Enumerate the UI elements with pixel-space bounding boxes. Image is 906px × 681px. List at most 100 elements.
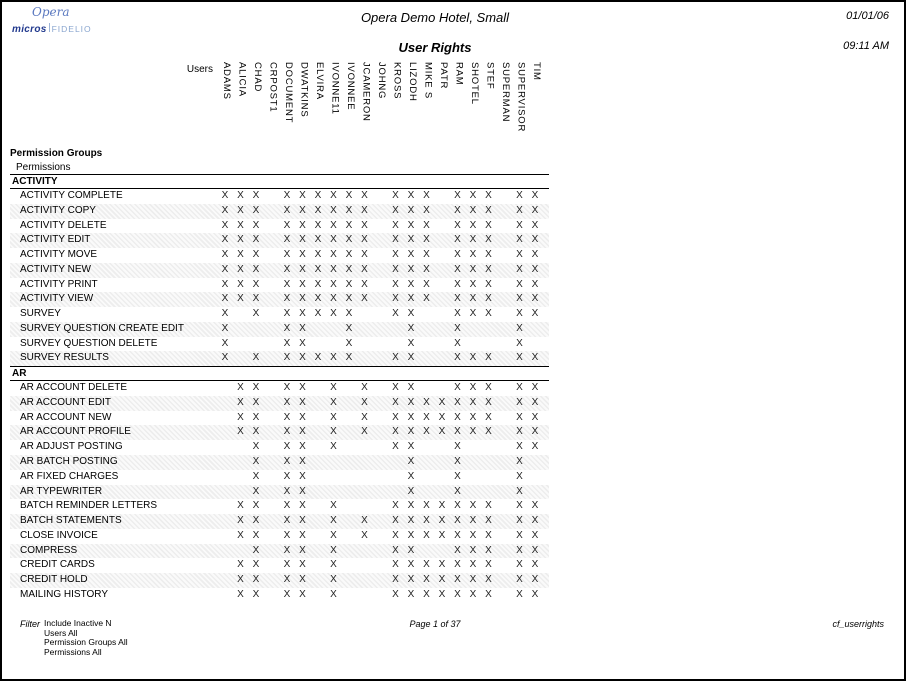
permission-mark-x: X [299,249,306,261]
permission-mark-x: X [531,396,539,408]
permission-mark-x: X [454,396,461,408]
permission-mark-x: X [454,544,461,556]
permission-mark-x: X [299,308,306,320]
permission-mark-x: X [361,190,368,201]
permission-mark-x: X [221,249,229,261]
permission-mark-x: X [516,322,523,334]
permission-mark-x: X [392,588,399,600]
permission-mark-x: X [485,263,492,275]
permission-mark-x: X [252,544,260,556]
permission-mark-x: X [531,574,539,586]
permission-mark-x: X [330,515,337,527]
permission-mark-x: X [252,470,260,482]
permission-label: AR TYPEWRITER [20,485,103,497]
permission-mark-x: X [299,352,306,364]
permission-mark-x: X [531,500,539,512]
permission-mark-x: X [221,234,229,246]
user-column-header: TIM [531,62,542,81]
permission-mark-x: X [485,574,492,586]
permission-mark-x: X [252,574,260,586]
permission-row: COMPRESS X X X X X X X X X X X [10,543,549,559]
permission-mark-x: X [345,352,353,364]
permission-mark-x: X [516,204,523,216]
permission-mark-x: X [252,396,260,408]
permission-mark-x: X [237,263,244,275]
permission-mark-x: X [454,588,461,600]
permission-groups-header: Permission Groups [10,148,103,159]
permission-label: AR ACCOUNT NEW [20,411,112,423]
permission-mark-x: X [392,574,399,586]
permission-mark-x: X [299,529,306,541]
permission-mark-x: X [252,190,260,201]
permission-row: AR FIXED CHARGES X X X X X X [10,470,549,485]
permission-mark-x: X [299,588,306,600]
permission-row: AR ACCOUNT EDIT X X X X X X X X X X X X X X X [10,395,549,411]
permission-mark-x: X [252,293,260,305]
permission-mark-x: X [423,293,430,305]
permission-row: CREDIT CARDS X X X X X X X X X X X X X X [10,558,549,573]
permission-mark-x: X [454,529,461,541]
user-column-header: LIZODH [407,62,418,102]
permission-label: ACTIVITY COMPLETE [20,190,123,201]
permission-mark-x: X [531,588,539,600]
permission-mark-x: X [438,411,446,423]
permission-mark-x: X [469,426,477,438]
permission-row: ACTIVITY DELETE X X X X X X X X X X X X X X X X X [10,219,549,234]
permission-mark-x: X [516,249,523,261]
permission-mark-x: X [469,263,477,275]
permission-mark-x: X [283,470,291,482]
permission-mark-x: X [423,263,430,275]
filter-label: Filter [20,619,40,629]
permission-row: CLOSE INVOICE X X X X X X X X X X X X X X X [10,529,549,544]
permission-mark-x: X [392,352,399,364]
permission-row: ACTIVITY NEW X X X X X X X X X X X X X X X X X [10,262,549,278]
permission-mark-x: X [531,293,539,305]
permission-mark-x: X [469,382,477,394]
user-column-header: SUPERVISOR [515,62,527,133]
permission-mark-x: X [330,219,337,231]
permission-mark-x: X [314,234,322,246]
permission-mark-x: X [252,249,260,261]
permission-mark-x: X [469,204,477,216]
permission-mark-x: X [314,249,322,261]
permission-mark-x: X [299,544,306,556]
permission-mark-x: X [423,234,430,246]
permission-mark-x: X [299,470,306,482]
permission-mark-x: X [407,515,415,527]
permission-mark-x: X [283,322,291,334]
permission-mark-x: X [454,382,461,394]
permission-mark-x: X [299,411,306,423]
permission-mark-x: X [361,234,368,246]
permission-mark-x: X [314,352,322,364]
permission-mark-x: X [237,219,244,231]
permission-mark-x: X [314,278,322,290]
permission-mark-x: X [516,529,523,541]
permission-mark-x: X [345,190,353,201]
permission-row: ACTIVITY EDIT X X X X X X X X X X X X X X X X X [10,233,549,249]
permission-mark-x: X [252,456,260,468]
permission-mark-x: X [407,337,415,349]
permission-mark-x: X [283,500,291,512]
permission-mark-x: X [531,544,539,556]
permission-mark-x: X [314,219,322,231]
permission-mark-x: X [221,278,229,290]
permission-row: ACTIVITY COMPLETE X X X X X X X X X X X X X X X X X [10,189,549,204]
permission-label: SURVEY QUESTION CREATE EDIT [20,322,184,334]
permission-mark-x: X [392,219,399,231]
permission-mark-x: X [283,249,291,261]
permission-row: SURVEY QUESTION DELETE X X X X X X X [10,337,549,352]
permission-row: ACTIVITY MOVE X X X X X X X X X X X X X X X X X [10,248,549,263]
user-column-header: RAM [453,62,465,86]
permission-mark-x: X [392,515,399,527]
permission-mark-x: X [392,308,399,320]
permission-mark-x: X [407,470,415,482]
permission-mark-x: X [531,411,539,423]
filter-line: Users All [44,627,78,638]
permission-label: CREDIT CARDS [20,559,95,571]
permission-label: ACTIVITY EDIT [20,234,91,246]
permission-label: ACTIVITY MOVE [20,249,98,261]
permission-mark-x: X [485,234,492,246]
permission-mark-x: X [407,190,415,201]
permission-row: AR ACCOUNT NEW X X X X X X X X X X X X X X X [10,411,549,426]
permission-mark-x: X [531,249,539,261]
